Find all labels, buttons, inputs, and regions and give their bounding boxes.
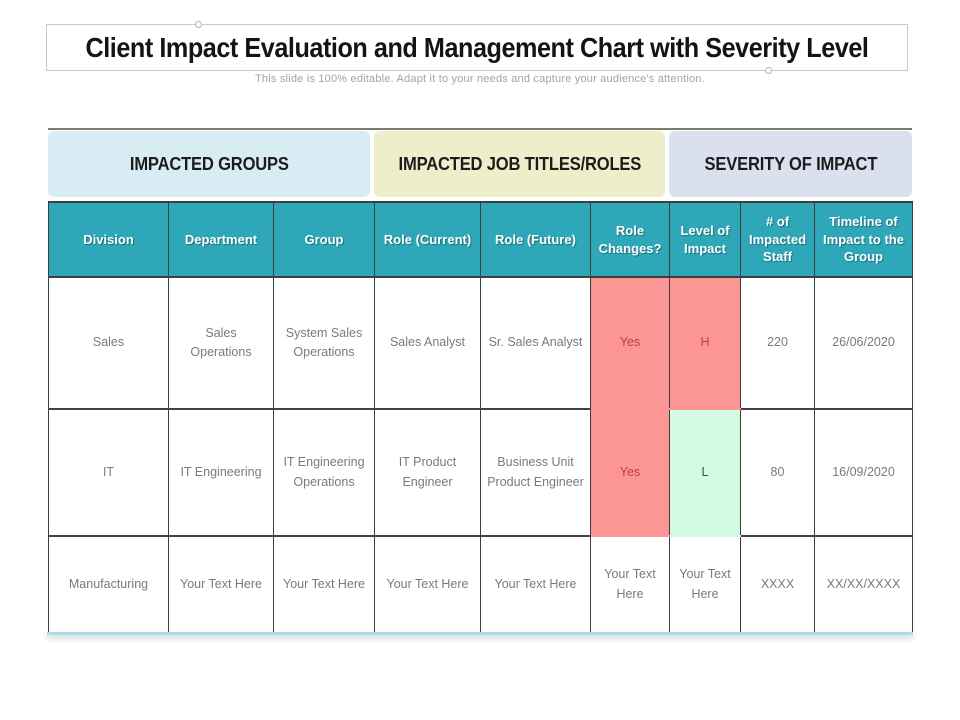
column-header-role-changes: Role Changes? xyxy=(590,201,670,278)
cell-impacted-staff: XXXX xyxy=(740,535,815,632)
group-header-label: SEVERITY OF IMPACT xyxy=(704,153,877,174)
slide-title: Client Impact Evaluation and Management … xyxy=(85,31,869,63)
impact-grid: Division Department Group Role (Current)… xyxy=(48,201,913,632)
group-header-impacted-groups: IMPACTED GROUPS xyxy=(48,131,370,197)
slide-subtitle: This slide is 100% editable. Adapt it to… xyxy=(255,73,705,85)
column-header-role-future: Role (Future) xyxy=(480,201,591,278)
cell-department: Your Text Here xyxy=(168,535,274,632)
cell-division: Manufacturing xyxy=(48,535,169,632)
impact-table: IMPACTED GROUPS IMPACTED JOB TITLES/ROLE… xyxy=(47,128,913,635)
cell-group: System Sales Operations xyxy=(273,276,375,410)
cell-role-changes-highlight: Yes xyxy=(590,408,670,537)
cell-role-changes-placeholder: Your Text Here xyxy=(590,535,670,632)
cell-role-current: IT Product Engineer xyxy=(374,408,481,537)
column-header-group: Group xyxy=(273,201,375,278)
column-header-department: Department xyxy=(168,201,274,278)
selection-handle-icon xyxy=(195,21,202,28)
cell-group: IT Engineering Operations xyxy=(273,408,375,537)
cell-level-of-impact-high: H xyxy=(669,276,741,410)
group-header-row: IMPACTED GROUPS IMPACTED JOB TITLES/ROLE… xyxy=(48,131,912,197)
cell-role-future: Sr. Sales Analyst xyxy=(480,276,591,410)
cell-division: Sales xyxy=(48,276,169,410)
title-box: Client Impact Evaluation and Management … xyxy=(46,21,908,74)
group-header-label: IMPACTED GROUPS xyxy=(129,153,289,174)
selection-handle-icon xyxy=(765,67,772,74)
table-bottom-accent-line xyxy=(47,632,913,635)
cell-role-future: Your Text Here xyxy=(480,535,591,632)
column-header-timeline: Timeline of Impact to the Group xyxy=(814,201,913,278)
cell-timeline: 16/09/2020 xyxy=(814,408,913,537)
cell-level-of-impact-low: L xyxy=(669,408,741,537)
cell-role-changes-highlight: Yes xyxy=(590,276,670,410)
column-header-impacted-staff: # of Impacted Staff xyxy=(740,201,815,278)
column-header-row: Division Department Group Role (Current)… xyxy=(48,201,913,278)
column-header-role-current: Role (Current) xyxy=(374,201,481,278)
table-row-sales: Sales Sales Operations System Sales Oper… xyxy=(48,276,913,410)
cell-timeline: 26/06/2020 xyxy=(814,276,913,410)
cell-level-of-impact-placeholder: Your Text Here xyxy=(669,535,741,632)
cell-division: IT xyxy=(48,408,169,537)
table-row-it: IT IT Engineering IT Engineering Operati… xyxy=(48,408,913,537)
cell-role-current: Your Text Here xyxy=(374,535,481,632)
group-header-label: IMPACTED JOB TITLES/ROLES xyxy=(398,153,641,174)
column-header-level-of-impact: Level of Impact xyxy=(669,201,741,278)
cell-impacted-staff: 80 xyxy=(740,408,815,537)
cell-department: Sales Operations xyxy=(168,276,274,410)
cell-department: IT Engineering xyxy=(168,408,274,537)
cell-impacted-staff: 220 xyxy=(740,276,815,410)
table-row-manufacturing: Manufacturing Your Text Here Your Text H… xyxy=(48,535,913,632)
cell-role-future: Business Unit Product Engineer xyxy=(480,408,591,537)
group-header-severity-of-impact: SEVERITY OF IMPACT xyxy=(669,131,912,197)
cell-group: Your Text Here xyxy=(273,535,375,632)
table-top-border xyxy=(48,128,912,130)
column-header-division: Division xyxy=(48,201,169,278)
cell-role-current: Sales Analyst xyxy=(374,276,481,410)
group-header-job-titles-roles: IMPACTED JOB TITLES/ROLES xyxy=(374,131,665,197)
cell-timeline: XX/XX/XXXX xyxy=(814,535,913,632)
